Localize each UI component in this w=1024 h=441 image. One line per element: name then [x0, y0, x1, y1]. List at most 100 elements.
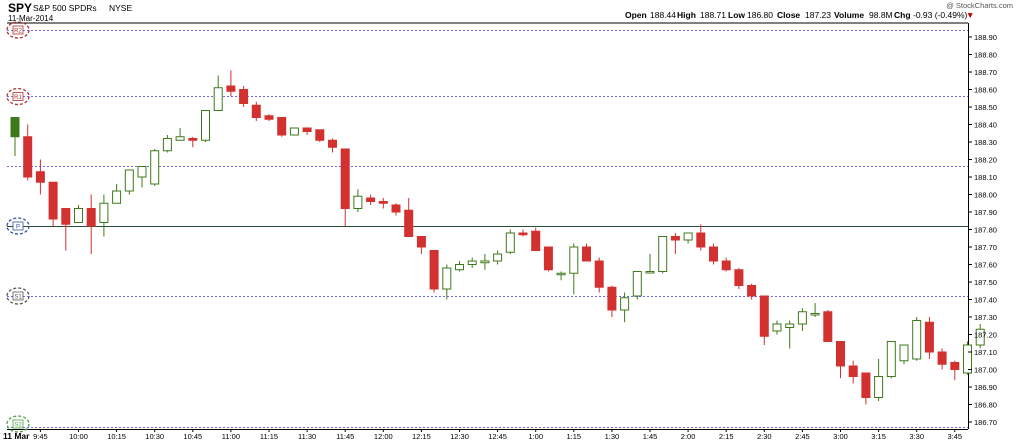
candle	[861, 372, 871, 405]
candle	[683, 232, 693, 244]
candle	[709, 243, 718, 265]
candle-body-down	[950, 362, 960, 370]
candle	[772, 320, 782, 335]
low-label: Low	[728, 10, 745, 20]
candle	[924, 317, 934, 359]
candle	[99, 194, 109, 237]
candle-body-up	[493, 253, 503, 262]
candle-body-up	[632, 271, 642, 297]
low-value: 186.80	[747, 10, 773, 20]
candle	[378, 198, 388, 209]
y-tick-label: 188.50	[974, 103, 997, 112]
candle-body-down	[594, 260, 604, 288]
candle	[10, 117, 20, 156]
candle-body-up	[112, 190, 122, 204]
candle-body-up	[810, 313, 820, 316]
candle	[721, 257, 731, 272]
y-tick-label: 188.10	[974, 173, 997, 182]
candle	[556, 271, 566, 281]
x-tick-label: 3:15	[871, 432, 886, 441]
watermark: @ StockCharts.com	[946, 1, 1013, 10]
candle-body-up	[874, 376, 884, 398]
candle	[620, 292, 630, 323]
pivot-markers: R2 R1 P S1 S2	[6, 21, 30, 433]
x-tick-label: 3:30	[909, 432, 924, 441]
x-tick-label: 2:45	[795, 432, 810, 441]
candle-body-down	[366, 197, 376, 202]
pivot-marker-label: S1	[14, 295, 22, 301]
candle	[455, 261, 464, 272]
x-tick-label: 3:45	[947, 432, 962, 441]
candle	[74, 205, 83, 223]
pivot-marker-circle	[6, 217, 30, 235]
candle	[543, 246, 553, 272]
candle	[302, 127, 312, 135]
pivot-marker-label: S2	[14, 423, 22, 429]
y-tick-label: 188.70	[974, 68, 997, 77]
candle	[696, 224, 706, 251]
candle	[226, 70, 236, 97]
x-tick-label: 12:30	[450, 432, 469, 441]
x-tick-label: 10:45	[183, 432, 202, 441]
candle	[848, 360, 858, 384]
x-tick-label: 11:15	[260, 432, 278, 441]
candle-body-down	[264, 115, 274, 120]
candle-body-up	[150, 150, 160, 185]
y-tick-label: 188.60	[974, 86, 997, 95]
candle-body-down	[302, 127, 312, 132]
candle	[175, 128, 185, 141]
y-tick-label: 187.40	[974, 296, 997, 305]
candle	[340, 148, 350, 226]
pivot-marker-box	[12, 25, 24, 35]
candle-body-down	[391, 204, 401, 213]
chg-label: Chg	[894, 10, 911, 20]
candle	[810, 303, 820, 317]
x-tick-label: 10:15	[107, 432, 126, 441]
ohlc-summary: Open 188.44 High 188.71 Low 186.80 Close…	[625, 10, 974, 20]
x-tick-label: 1:15	[566, 432, 581, 441]
candle-body-down	[315, 129, 325, 141]
x-tick-label: 12:15	[412, 432, 431, 441]
candle-body-down	[924, 321, 934, 353]
candle	[416, 236, 426, 254]
y-tick-label: 188.40	[974, 121, 997, 130]
y-tick-label: 186.80	[974, 401, 997, 410]
candle	[61, 208, 71, 251]
x-tick-label: 9:45	[33, 432, 48, 441]
x-tick-label: 2:00	[681, 432, 696, 441]
candle	[429, 250, 439, 293]
candle-body-up	[124, 169, 134, 192]
candle-body-up	[467, 260, 477, 265]
candle-body-down	[709, 246, 718, 262]
chg-value: -0.93 (-0.49%)	[913, 10, 967, 20]
candle	[315, 129, 325, 142]
candle-body-up	[683, 232, 693, 241]
candle-body-up	[658, 236, 668, 272]
pivot-marker-label: R2	[14, 29, 22, 35]
candle	[353, 189, 363, 212]
candle-body-down	[734, 269, 744, 286]
candle-body-down	[861, 372, 871, 398]
candle	[480, 254, 490, 270]
candle	[505, 229, 515, 254]
y-tick-label: 187.10	[974, 348, 997, 357]
candle	[734, 268, 744, 289]
candle-body-down	[836, 341, 845, 367]
candle-body-up	[785, 323, 795, 328]
candle	[366, 194, 376, 205]
y-tick-label: 187.80	[974, 226, 997, 235]
y-tick-label: 187.60	[974, 261, 997, 270]
y-tick-label: 187.30	[974, 313, 997, 322]
candle-body-up	[201, 110, 210, 141]
candle-body-down	[937, 351, 947, 365]
candle	[391, 203, 401, 216]
candle	[963, 341, 972, 375]
candle	[35, 159, 45, 195]
candle	[658, 236, 668, 274]
close-value: 187.23	[805, 10, 831, 20]
y-axis: 188.90 188.80 188.70 188.60 188.50 188.40 188.…	[968, 33, 997, 427]
candle-body-down	[239, 89, 249, 104]
candle-body-up	[480, 260, 490, 264]
exchange: NYSE	[109, 3, 132, 13]
